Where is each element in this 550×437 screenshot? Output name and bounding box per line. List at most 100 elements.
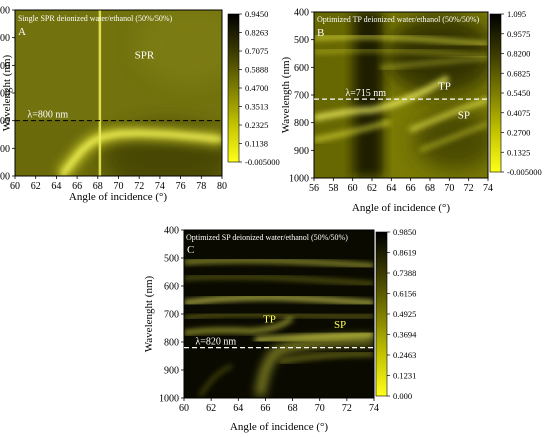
x-tick-label: 66 — [72, 181, 82, 192]
colorbar-tick-label: 0.9450 — [245, 9, 268, 19]
colorbar-tick-label: 0.2325 — [245, 120, 268, 130]
panel-a-heatmap — [15, 10, 222, 176]
y-tick-label: 400 — [164, 226, 179, 237]
colorbar-tick-label: 0.3513 — [245, 102, 268, 112]
panel-a: λ=800 nm Single SPR deionized water/etha… — [0, 6, 280, 204]
panel-a-title: Single SPR deionized water/ethanol (50%/… — [18, 14, 173, 23]
y-tick-label: 400 — [0, 6, 10, 17]
x-tick-label: 76 — [176, 181, 186, 192]
x-tick-label: 74 — [155, 181, 165, 192]
colorbar-tick-label: 0.8619 — [393, 248, 416, 258]
colorbar-tick-label: 0.6825 — [507, 68, 530, 78]
x-tick-label: 70 — [315, 403, 325, 414]
panel-c: λ=820 nm Optimized SP deionized water/et… — [143, 226, 417, 434]
y-tick-label: 800 — [294, 118, 309, 129]
colorbar-tick-label: 0.3694 — [393, 330, 417, 340]
x-tick-label: 78 — [196, 181, 206, 192]
spr-dip-curve — [59, 131, 222, 176]
colorbar-tick-label: 0.2700 — [507, 128, 530, 138]
x-tick-label: 60 — [348, 183, 358, 194]
panel-b-heatmap — [314, 12, 488, 178]
panel-c-title: Optimized SP deionized water/ethanol (50… — [186, 233, 348, 242]
colorbar-tick-label: 0.4700 — [245, 83, 268, 93]
colorbar-tick-label: 0.4925 — [393, 309, 416, 319]
panel-c-colorbar-ticks: 0.9850 0.8619 0.7388 0.6156 0.4925 0.3694 0.24… — [387, 227, 417, 401]
x-tick-label: 72 — [134, 181, 144, 192]
x-tick-label: 80 — [217, 181, 227, 192]
colorbar-tick-label: 0.4075 — [507, 108, 530, 118]
panel-c-letter: C — [187, 244, 194, 256]
colorbar-tick-label: 0.9850 — [393, 227, 416, 237]
x-tick-label: 66 — [406, 183, 416, 194]
colorbar-tick-label: 0.9575 — [507, 29, 530, 39]
panel-c-x-ticks: 60 62 64 66 68 70 72 74 — [179, 398, 379, 414]
panel-b-annotation-tp: TP — [438, 80, 451, 92]
x-tick-label: 72 — [464, 183, 474, 194]
y-tick-label: 900 — [164, 366, 179, 377]
panel-b-y-ticks: 400 500 600 700 800 900 1000 — [289, 8, 314, 185]
x-tick-label: 70 — [114, 181, 124, 192]
panel-b-reference-label: λ=715 nm — [345, 88, 386, 99]
panel-b-x-ticks: 56 58 60 62 64 66 68 70 72 74 — [309, 178, 493, 194]
x-tick-label: 62 — [206, 403, 216, 414]
panel-a-y-ticks: 400 500 600 700 800 900 1000 — [0, 6, 15, 183]
y-tick-label: 500 — [294, 35, 309, 46]
colorbar-tick-label: 0.8263 — [245, 28, 268, 38]
y-tick-label: 1000 — [0, 172, 10, 183]
y-tick-label: 800 — [0, 116, 10, 127]
y-tick-label: 700 — [294, 91, 309, 102]
panel-c-annotation-tp: TP — [263, 313, 276, 325]
panel-b-colorbar-ticks: 1.095 0.9575 0.8200 0.6825 0.5450 0.4075 0.270… — [501, 9, 542, 177]
colorbar-tick-label: 0.7388 — [393, 268, 416, 278]
panel-b-x-label: Angle of incidence (°) — [352, 202, 450, 214]
x-tick-label: 56 — [309, 183, 319, 194]
y-tick-label: 400 — [294, 8, 309, 19]
x-tick-label: 72 — [342, 403, 352, 414]
colorbar-tick-label: 0.1231 — [393, 371, 416, 381]
colorbar-tick-label: 0.5450 — [507, 88, 530, 98]
x-tick-label: 68 — [93, 181, 103, 192]
y-tick-label: 700 — [0, 89, 10, 100]
panel-b: λ=715 nm Optimized TP deionized water/et… — [280, 8, 542, 215]
panel-a-colorbar: 0.9450 0.8263 0.7075 0.5888 0.4700 0.3513 0.23… — [227, 9, 280, 167]
y-tick-label: 900 — [0, 144, 10, 155]
panel-c-colorbar: 0.9850 0.8619 0.7388 0.6156 0.4925 0.3694 0.24… — [375, 227, 417, 401]
x-tick-label: 60 — [179, 403, 189, 414]
panel-c-heatmap — [184, 230, 374, 398]
y-tick-label: 500 — [164, 254, 179, 265]
x-tick-label: 66 — [260, 403, 270, 414]
panel-a-x-label: Angle of incidence (°) — [69, 191, 167, 203]
y-tick-label: 600 — [164, 282, 179, 293]
colorbar-tick-label: 0.000 — [393, 391, 412, 401]
panel-c-annotation-sp: SP — [334, 319, 346, 331]
y-tick-label: 600 — [294, 63, 309, 74]
y-tick-label: 600 — [0, 61, 10, 72]
panel-b-annotation-sp: SP — [458, 110, 470, 122]
x-tick-label: 68 — [425, 183, 435, 194]
y-tick-label: 800 — [164, 338, 179, 349]
colorbar-tick-label: 0.5888 — [245, 65, 268, 75]
colorbar-tick-label: -0.005000 — [507, 167, 542, 177]
colorbar-tick-label: 1.095 — [507, 9, 526, 19]
panel-b-title: Optimized TP deionized water/ethanol (50… — [317, 15, 480, 24]
panel-a-letter: A — [18, 26, 26, 38]
colorbar-tick-label: 0.7075 — [245, 46, 268, 56]
colorbar-tick-label: 0.1325 — [507, 147, 530, 157]
panel-c-y-ticks: 400 500 600 700 800 900 1000 — [159, 226, 184, 405]
colorbar-tick-label: 0.1138 — [245, 139, 268, 149]
colorbar-tick-label: 0.6156 — [393, 289, 416, 299]
colorbar-tick-label: -0.005000 — [245, 157, 280, 167]
panel-c-x-label: Angle of incidence (°) — [230, 421, 328, 433]
y-tick-label: 1000 — [289, 174, 309, 185]
colorbar-tick-label: 0.2463 — [393, 350, 416, 360]
panel-b-y-label: Wavelength (nm) — [280, 56, 292, 133]
x-tick-label: 70 — [444, 183, 454, 194]
x-tick-label: 64 — [233, 403, 243, 414]
y-tick-label: 1000 — [159, 394, 179, 405]
x-tick-label: 62 — [31, 181, 41, 192]
panel-a-annotation-spr: SPR — [135, 49, 155, 61]
x-tick-label: 74 — [369, 403, 379, 414]
x-tick-label: 64 — [386, 183, 396, 194]
panel-a-colorbar-ticks: 0.9450 0.8263 0.7075 0.5888 0.4700 0.3513 0.23… — [239, 9, 280, 167]
panel-a-reference-label: λ=800 nm — [27, 110, 68, 121]
